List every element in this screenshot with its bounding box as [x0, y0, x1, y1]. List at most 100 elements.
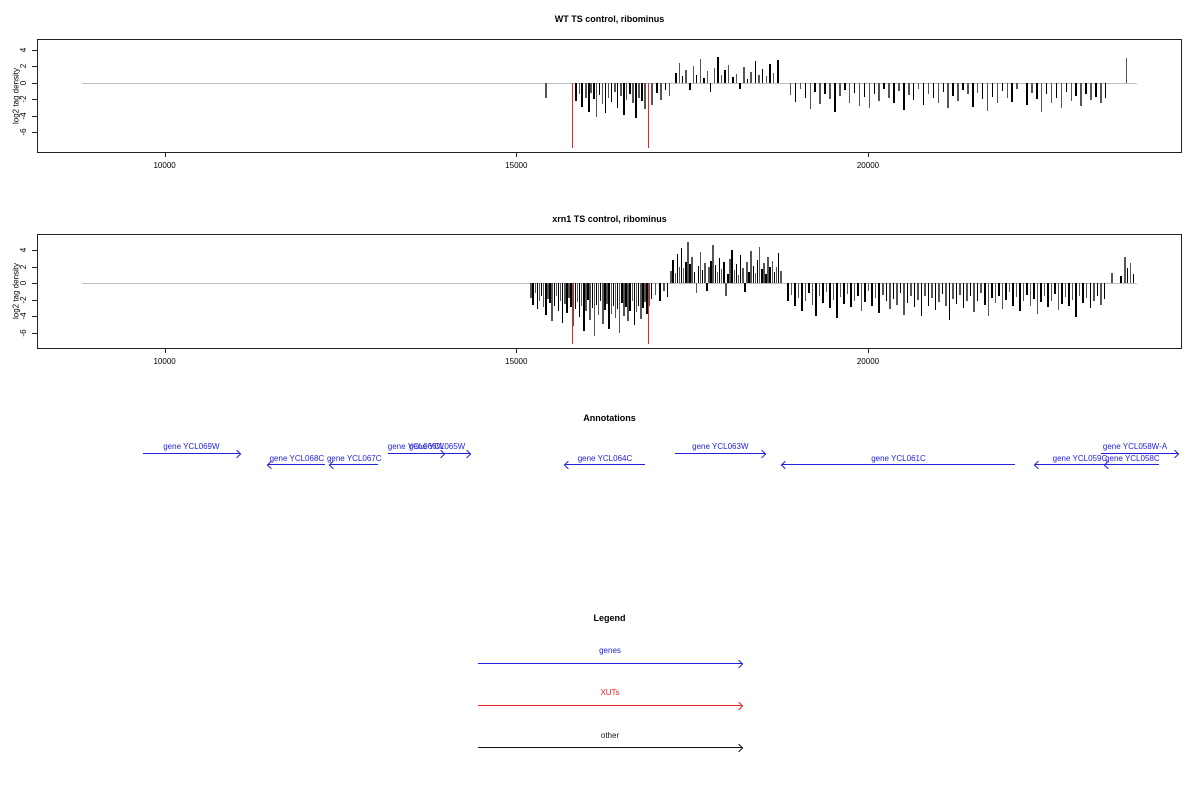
gene-label: gene YCL059C: [1052, 454, 1108, 463]
gene-arrow-line: [782, 464, 1015, 465]
density-bar: [1005, 283, 1007, 300]
density-bar: [593, 283, 596, 336]
density-bar: [632, 82, 634, 104]
gene-arrow-line: [330, 464, 379, 465]
density-bar: [797, 283, 800, 299]
density-bar: [610, 82, 613, 102]
gene-label: gene YCL065W: [408, 442, 466, 451]
gene-arrow-line: [404, 453, 470, 454]
density-bar: [910, 283, 912, 297]
density-bar: [697, 265, 700, 284]
x-axis-tick: [516, 152, 518, 157]
density-bar: [623, 82, 625, 115]
density-bar: [1055, 82, 1058, 98]
density-bar: [635, 82, 637, 119]
density-bar: [773, 272, 776, 284]
density-bar: [898, 82, 900, 92]
density-bar: [761, 68, 764, 83]
density-bar: [746, 261, 748, 284]
density-bar: [1100, 283, 1102, 305]
density-bar: [809, 82, 812, 110]
density-bar: [937, 82, 940, 103]
density-bar: [815, 283, 817, 316]
density-bar: [540, 283, 543, 296]
density-bar: [534, 283, 537, 294]
density-bar: [680, 248, 683, 284]
density-bar: [627, 283, 629, 322]
gene-arrow-line: [1105, 464, 1160, 465]
density-bar: [917, 82, 920, 90]
density-bar: [678, 63, 681, 83]
density-bar: [888, 82, 890, 98]
density-bar: [621, 283, 623, 304]
density-bar: [601, 82, 604, 105]
density-bar: [811, 283, 814, 305]
legend-label-genes: genes: [599, 646, 621, 655]
legend-label-other: other: [600, 731, 620, 740]
density-bar: [899, 283, 902, 294]
gene-arrow-line: [268, 464, 326, 465]
density-bar: [980, 283, 982, 294]
density-bar: [996, 82, 999, 104]
gene-label: gene YCL058W-A: [1102, 442, 1168, 451]
gene-label: gene YCL066W: [387, 442, 445, 451]
density-bar: [682, 268, 685, 284]
density-bar: [701, 269, 704, 284]
density-bar: [670, 270, 672, 284]
density-bar: [873, 82, 876, 94]
density-bar: [602, 283, 604, 324]
y-axis-tick: [32, 82, 37, 84]
density-bar: [1089, 283, 1091, 309]
density-bar: [685, 69, 687, 83]
density-bar: [794, 283, 796, 307]
density-bar: [746, 78, 749, 83]
y-axis-tick: [32, 249, 37, 251]
density-bar: [691, 256, 693, 284]
density-bar: [871, 283, 873, 306]
density-bar: [1031, 82, 1033, 93]
density-bar: [912, 82, 915, 101]
density-bar: [882, 283, 884, 295]
density-bar: [822, 283, 824, 304]
density-bar: [689, 264, 691, 284]
density-bar: [824, 82, 826, 95]
x-axis-tick: [867, 348, 869, 353]
density-bar: [794, 82, 797, 102]
legend-arrow-genes-head: [734, 659, 744, 668]
density-bar: [952, 82, 954, 96]
density-bar: [578, 82, 580, 95]
density-bar: [656, 82, 658, 93]
density-bar: [695, 283, 698, 294]
density-bar: [920, 283, 923, 317]
density-bar: [704, 263, 706, 284]
density-bar: [578, 283, 581, 318]
density-bar: [727, 274, 729, 284]
y-axis-tick: [32, 299, 37, 301]
density-bar: [860, 283, 863, 311]
density-bar: [744, 283, 746, 293]
density-bar: [772, 72, 775, 83]
density-bar: [846, 283, 849, 294]
density-bar: [799, 82, 802, 90]
density-bar: [1111, 273, 1113, 284]
density-bar: [616, 82, 619, 108]
density-bar: [676, 254, 679, 284]
density-bar: [832, 283, 835, 300]
density-bar: [616, 283, 619, 309]
density-bar: [829, 283, 831, 309]
density-bar: [1064, 283, 1067, 298]
density-bar: [777, 253, 780, 284]
gene-arrow-line: [1100, 453, 1179, 454]
density-bar: [1054, 283, 1056, 294]
density-bar: [962, 283, 965, 309]
y-axis-tick: [32, 49, 37, 51]
density-bar: [1124, 256, 1126, 284]
density-bar: [889, 283, 891, 309]
density-bar: [962, 82, 964, 91]
y-axis-tick: [32, 132, 37, 134]
density-bar: [748, 271, 750, 284]
x-tick-label: 10000: [153, 357, 176, 366]
density-bar: [986, 82, 989, 111]
density-bar: [588, 82, 590, 112]
